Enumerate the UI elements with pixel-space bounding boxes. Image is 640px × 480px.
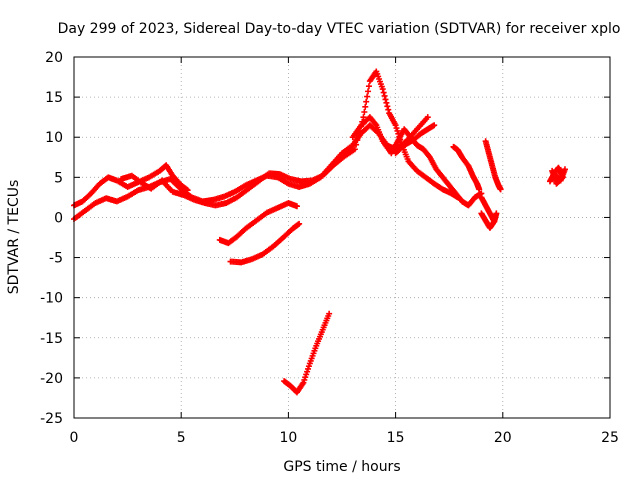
series-arc-j	[478, 194, 500, 225]
data-point	[362, 103, 369, 110]
y-tick-label: 0	[54, 210, 63, 226]
chart-title: Day 299 of 2023, Sidereal Day-to-day VTE…	[58, 21, 621, 37]
data-point	[394, 127, 401, 134]
x-axis-label: GPS time / hours	[283, 459, 400, 475]
y-tick-label: -25	[40, 411, 63, 427]
data-point	[364, 93, 371, 100]
data-point	[497, 186, 504, 193]
data-point	[392, 122, 399, 129]
data-point	[476, 186, 483, 193]
data-point	[385, 106, 392, 113]
data-point	[431, 122, 438, 129]
series-arc-i	[450, 143, 483, 193]
x-tick-label: 5	[177, 430, 186, 446]
data-point	[353, 141, 360, 148]
y-tick-label: 15	[45, 90, 63, 106]
data-point	[296, 220, 303, 227]
y-tick-label: -5	[49, 251, 63, 267]
data-point	[293, 203, 300, 210]
y-tick-label: 20	[45, 50, 63, 66]
data-point	[379, 86, 386, 93]
series-arc-l	[478, 210, 498, 231]
series-arc-d	[216, 200, 300, 247]
y-tick-label: -20	[40, 371, 63, 387]
data-point	[365, 83, 372, 90]
series-arc-a	[71, 162, 191, 209]
x-tick-label: 15	[387, 430, 405, 446]
data-point	[382, 96, 389, 103]
series-arc-k	[482, 138, 504, 193]
data-point	[351, 146, 358, 153]
tick-layer: 0 5 10 15 20 25 -25 -20 -15 -10 -5 0 5 10 15 20	[40, 50, 619, 446]
grid-layer	[74, 57, 610, 418]
data-point	[384, 103, 391, 110]
data-point	[393, 125, 400, 132]
data-point	[361, 109, 368, 116]
data-point	[491, 218, 498, 225]
plot-frame	[73, 56, 611, 419]
data-point	[561, 166, 568, 173]
data-point	[493, 210, 500, 217]
series-arc-m	[546, 164, 568, 187]
y-axis-label: SDTVAR / TECUs	[6, 180, 22, 295]
x-tick-label: 0	[70, 430, 79, 446]
data-point	[354, 137, 361, 144]
x-tick-label: 25	[601, 430, 619, 446]
series-arc-f	[281, 310, 333, 396]
data-point	[383, 99, 390, 106]
y-tick-label: -15	[40, 331, 63, 347]
x-tick-label: 10	[279, 430, 297, 446]
data-point	[381, 92, 388, 99]
y-tick-label: 10	[45, 130, 63, 146]
data-point	[424, 114, 431, 121]
data-point	[365, 88, 372, 95]
data-point	[372, 121, 379, 128]
data-point	[360, 114, 367, 121]
series-arc-g	[349, 114, 485, 209]
x-tick-label: 20	[494, 430, 512, 446]
series-arc-h	[392, 122, 438, 157]
y-tick-label: -10	[40, 291, 63, 307]
data-point	[380, 89, 387, 96]
data-point	[363, 98, 370, 105]
y-tick-label: 5	[54, 170, 63, 186]
series-arc-e	[227, 220, 303, 266]
data-point	[326, 310, 333, 317]
point-layer	[71, 68, 568, 396]
